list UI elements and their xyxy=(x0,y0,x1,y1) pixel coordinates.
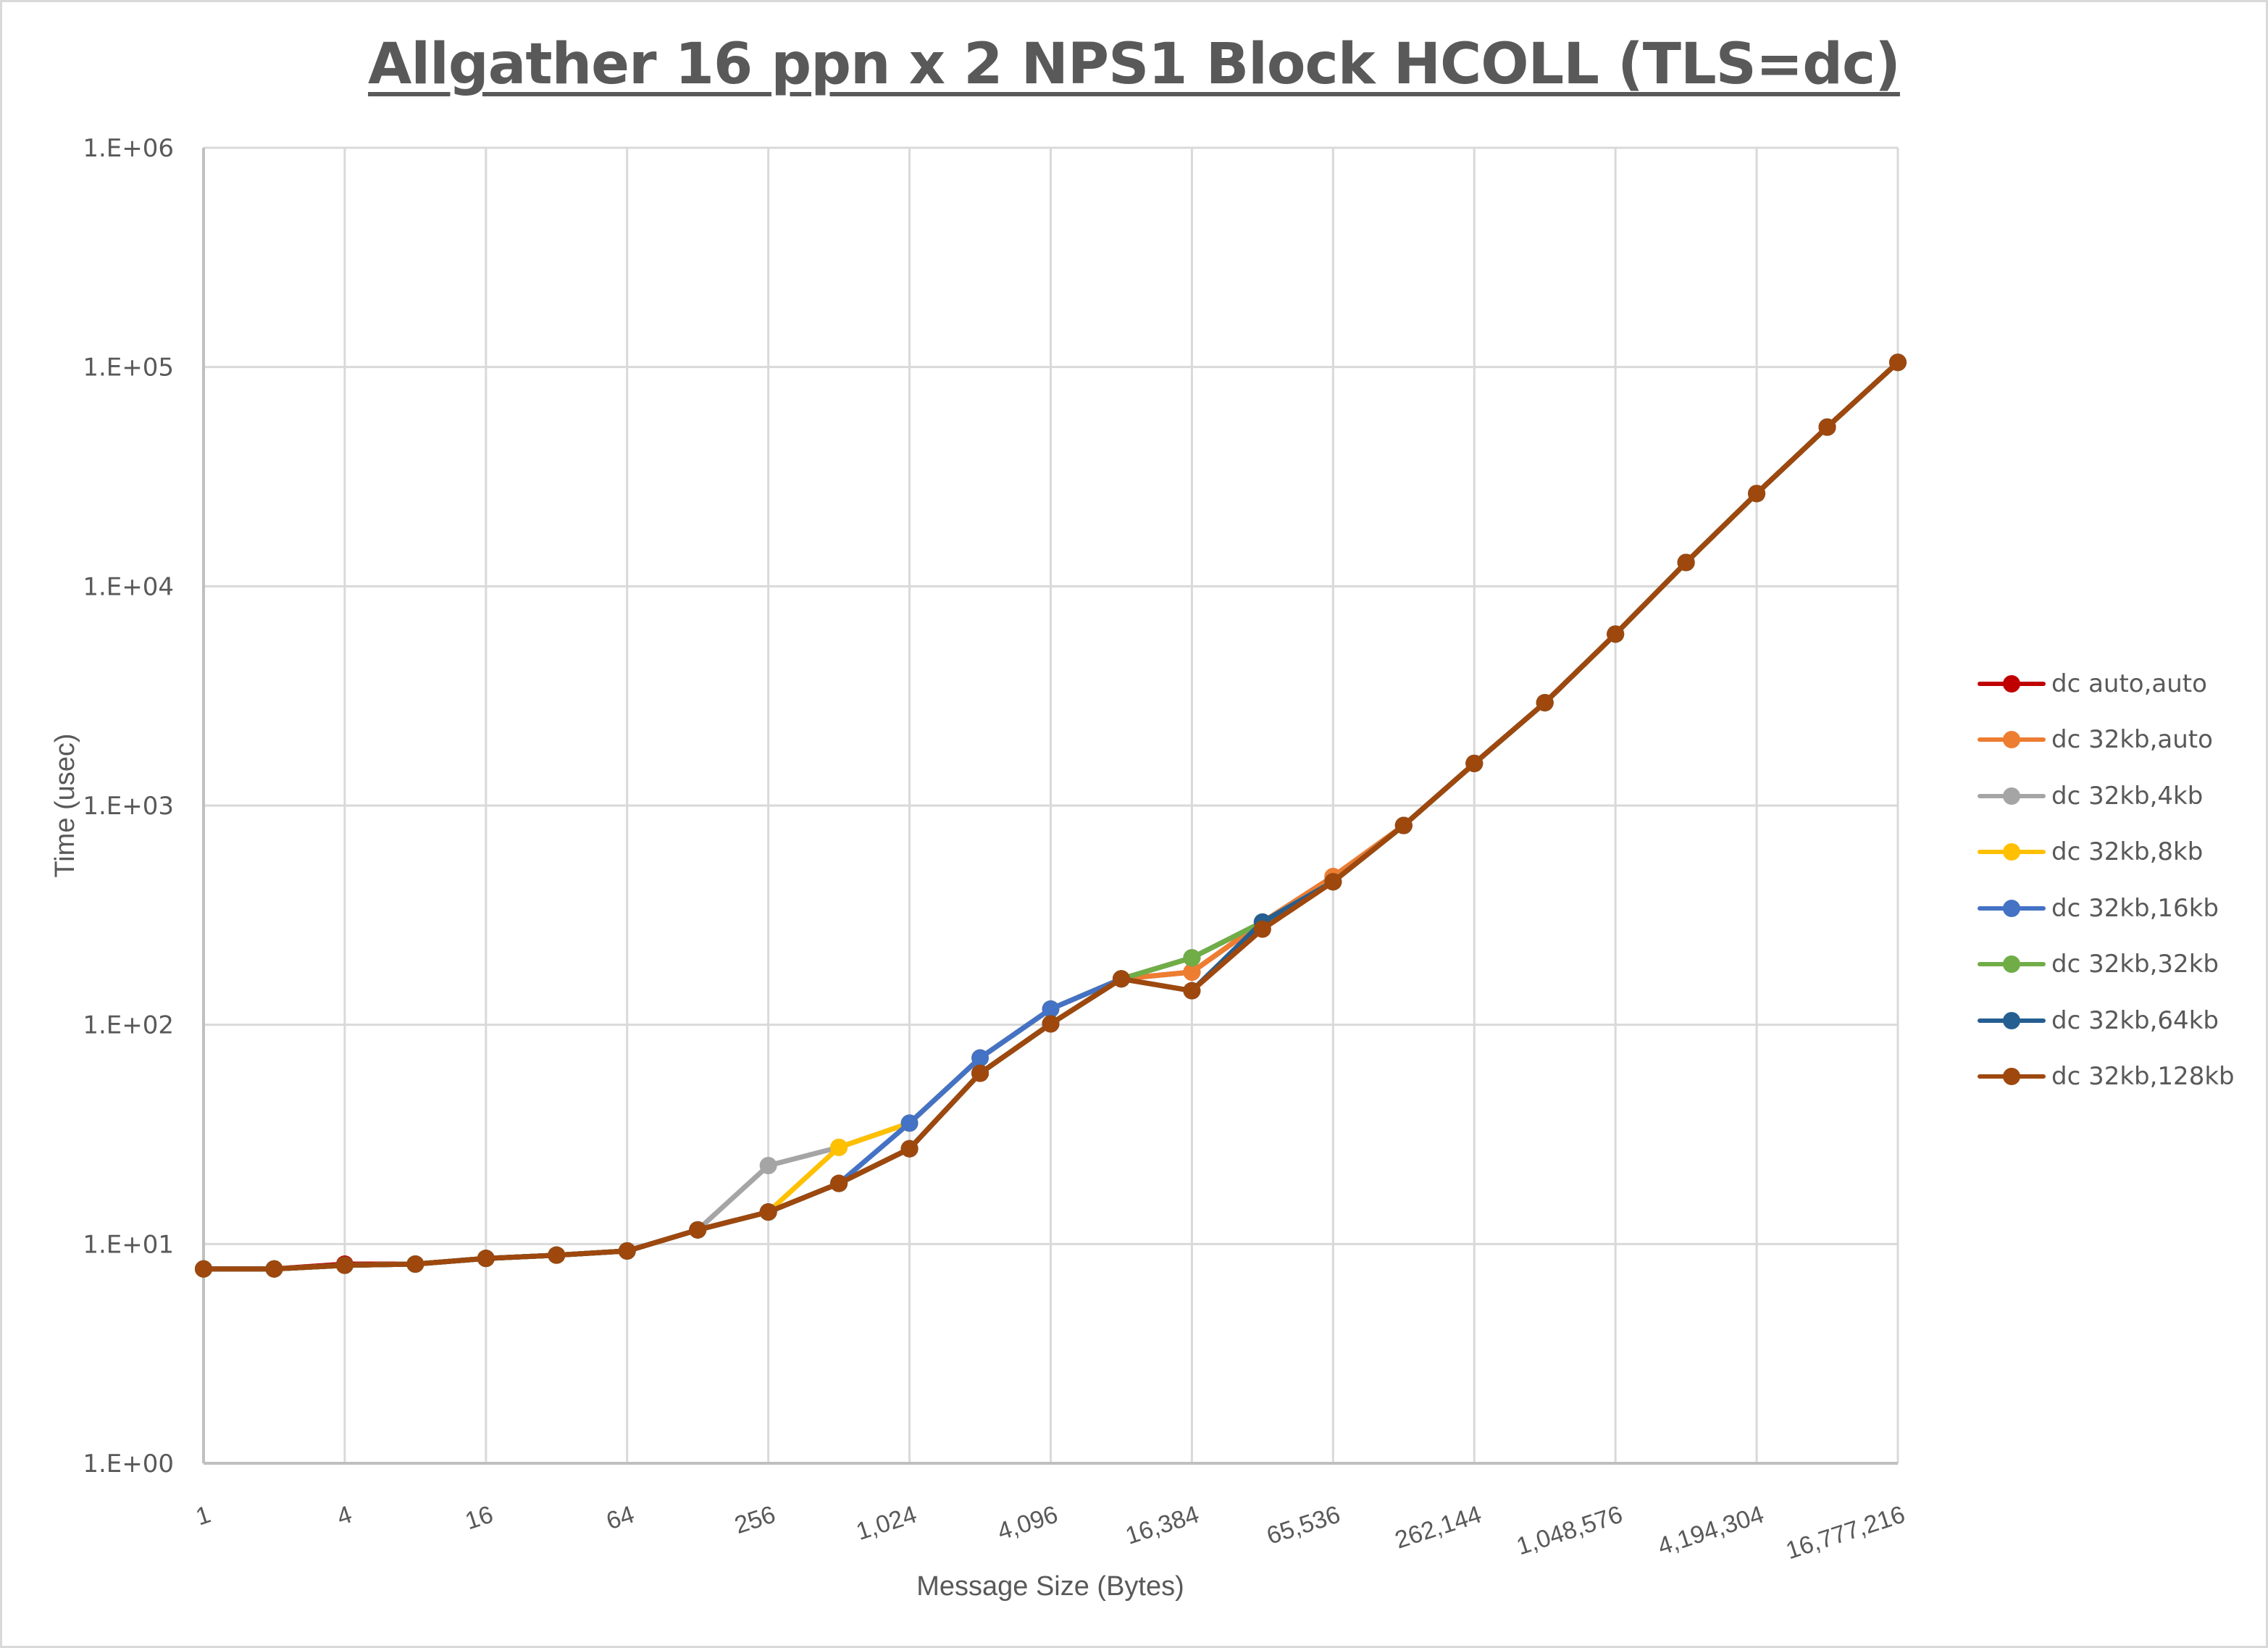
data-point xyxy=(1394,816,1413,835)
y-tick-label: 1.E+03 xyxy=(83,792,174,821)
legend-item: dc 32kb,16kb xyxy=(1978,880,2235,937)
data-point xyxy=(759,1156,777,1174)
legend-label: dc 32kb,128kb xyxy=(2051,1062,2235,1092)
legend-marker-icon xyxy=(1978,1011,2046,1029)
data-point xyxy=(759,1203,777,1221)
legend: dc auto,auto dc 32kb,auto dc 32kb,4kb dc… xyxy=(1978,656,2235,1105)
data-point xyxy=(618,1242,636,1260)
data-point xyxy=(900,1114,919,1132)
x-tick-label: 16,384 xyxy=(1122,1500,1202,1549)
gridlines xyxy=(202,146,1899,1465)
y-tick-label: 1.E+06 xyxy=(83,134,174,163)
data-point xyxy=(477,1250,495,1268)
legend-marker-icon xyxy=(1978,1068,2046,1086)
legend-item: dc 32kb,64kb xyxy=(1978,992,2235,1049)
data-point xyxy=(335,1256,353,1274)
chart-title: Allgather 16 ppn x 2 NPS1 Block HCOLL (T… xyxy=(368,32,1901,97)
data-point xyxy=(1112,970,1130,988)
data-point xyxy=(1183,963,1201,981)
legend-label: dc 32kb,4kb xyxy=(2051,781,2204,811)
x-tick-label: 4,096 xyxy=(994,1500,1061,1545)
x-tick-label: 16 xyxy=(462,1500,497,1535)
y-tick-label: 1.E+00 xyxy=(83,1450,174,1478)
data-point xyxy=(830,1138,848,1156)
legend-item: dc auto,auto xyxy=(1978,656,2235,712)
x-tick-label: 4,194,304 xyxy=(1654,1500,1767,1560)
legend-label: dc auto,auto xyxy=(2051,669,2207,698)
data-point xyxy=(1465,754,1484,772)
y-tick-label: 1.E+01 xyxy=(83,1230,174,1259)
y-tick-label: 1.E+05 xyxy=(83,354,174,382)
legend-item: dc 32kb,4kb xyxy=(1978,768,2235,824)
legend-label: dc 32kb,16kb xyxy=(2051,893,2219,923)
data-point xyxy=(971,1049,989,1067)
data-point xyxy=(689,1221,707,1239)
legend-item: dc 32kb,auto xyxy=(1978,712,2235,769)
legend-marker-icon xyxy=(1978,955,2046,974)
data-point xyxy=(406,1255,424,1273)
legend-marker-icon xyxy=(1978,843,2046,861)
x-tick-label: 1,048,576 xyxy=(1513,1500,1626,1560)
legend-label: dc 32kb,auto xyxy=(2051,725,2213,755)
legend-label: dc 32kb,8kb xyxy=(2051,837,2204,867)
legend-label: dc 32kb,64kb xyxy=(2051,1005,2219,1035)
x-tick-label: 262,144 xyxy=(1392,1500,1485,1554)
data-point xyxy=(1889,354,1907,372)
data-point xyxy=(1183,949,1201,967)
x-axis-title: Message Size (Bytes) xyxy=(916,1571,1184,1602)
data-point xyxy=(830,1174,848,1192)
x-tick-label: 1 xyxy=(193,1500,214,1531)
y-axis-ticks: 1.E+00 1.E+01 1.E+02 1.E+03 1.E+04 1.E+05 1.E+… xyxy=(83,134,174,1478)
legend-marker-icon xyxy=(1978,787,2046,805)
data-point xyxy=(1748,485,1766,503)
data-point xyxy=(1253,920,1271,938)
legend-marker-icon xyxy=(1978,731,2046,749)
data-point xyxy=(1607,625,1625,643)
data-point xyxy=(1042,1015,1060,1033)
legend-marker-icon xyxy=(1978,899,2046,917)
x-tick-label: 4 xyxy=(334,1500,356,1531)
data-point xyxy=(265,1260,283,1278)
data-point xyxy=(548,1246,566,1264)
data-point xyxy=(1818,418,1836,436)
x-tick-label: 65,536 xyxy=(1263,1500,1344,1549)
legend-item: dc 32kb,32kb xyxy=(1978,937,2235,993)
x-tick-label: 16,777,216 xyxy=(1783,1500,1909,1565)
data-point xyxy=(1183,982,1201,1000)
series-dc-32kb-128kb xyxy=(195,354,1907,1278)
y-tick-label: 1.E+04 xyxy=(83,572,174,601)
legend-label: dc 32kb,32kb xyxy=(2051,950,2219,979)
y-axis-title: Time (usec) xyxy=(50,733,80,877)
series-lines xyxy=(195,354,1907,1278)
x-tick-label: 256 xyxy=(731,1500,779,1539)
data-point xyxy=(195,1260,212,1278)
legend-item: dc 32kb,128kb xyxy=(1978,1049,2235,1105)
x-axis-ticks: 1 4 16 64 256 1,024 4,096 16,384 65,536 262,144 1,… xyxy=(193,1500,1909,1565)
legend-item: dc 32kb,8kb xyxy=(1978,824,2235,881)
data-point xyxy=(1536,694,1554,712)
data-point xyxy=(900,1139,919,1158)
legend-marker-icon xyxy=(1978,674,2046,693)
y-tick-label: 1.E+02 xyxy=(83,1011,174,1040)
data-point xyxy=(1324,873,1342,891)
data-point xyxy=(1042,1000,1060,1018)
data-point xyxy=(1677,553,1695,572)
data-point xyxy=(971,1064,989,1082)
x-tick-label: 1,024 xyxy=(853,1500,920,1545)
x-tick-label: 64 xyxy=(603,1500,638,1535)
